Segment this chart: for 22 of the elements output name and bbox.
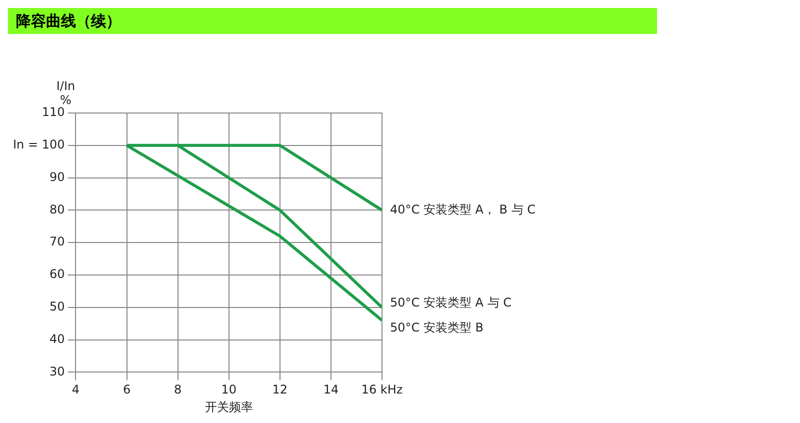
x-axis-title: 开关频率 — [204, 400, 253, 414]
x-tick-label: 6 — [122, 382, 131, 397]
y-tick-label: 70 — [49, 234, 65, 249]
y-tick-label: 80 — [49, 202, 65, 216]
chart-title: 降容曲线（续） — [8, 8, 657, 34]
y-tick-label: In = 100 — [13, 138, 65, 152]
x-tick-label: 16 kHz — [361, 382, 403, 397]
x-tick-label: 8 — [174, 382, 182, 397]
y-tick-label: 60 — [49, 267, 65, 282]
y-axis-title: I/In % — [56, 79, 76, 108]
series-label: 40°C 安装类型 A， B 与 C — [390, 202, 536, 216]
x-tick-label: 10 — [221, 382, 237, 397]
x-tick-label: 12 — [272, 382, 288, 397]
y-tick-label: 50 — [49, 300, 65, 314]
y-tick-label: 110 — [42, 105, 65, 120]
series-label: 50°C 安装类型 B — [390, 320, 484, 334]
series-label: 50°C 安装类型 A 与 C — [390, 296, 512, 310]
y-tick-label: 90 — [49, 170, 65, 184]
x-tick-label: 14 — [323, 382, 339, 397]
x-tick-label: 4 — [72, 382, 80, 397]
y-tick-label: 40 — [49, 332, 65, 346]
y-tick-label: 30 — [49, 364, 65, 378]
